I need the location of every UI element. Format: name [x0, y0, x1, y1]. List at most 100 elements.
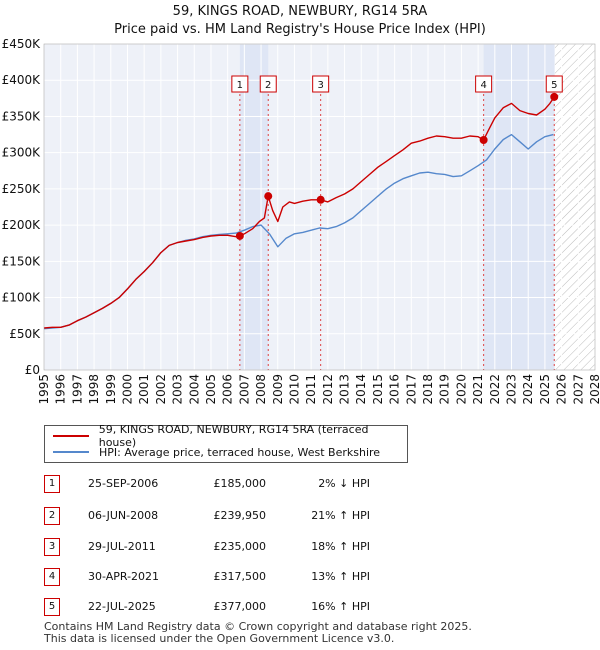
x-tick-label: 2001: [137, 374, 151, 405]
x-tick-label: 2002: [154, 374, 168, 405]
footer-licence: This data is licensed under the Open Gov…: [44, 632, 395, 645]
sale-label-box: [475, 75, 493, 93]
forecast-hatch: [554, 44, 595, 370]
y-tick-label: £150K: [2, 254, 42, 268]
sale-point: [316, 195, 325, 204]
sale-date: 25-SEP-2006: [88, 477, 159, 490]
x-tick-label: 2014: [354, 374, 368, 405]
x-tick-label: 2009: [271, 374, 285, 405]
x-tick-label: 2017: [404, 374, 418, 405]
sale-price: £377,000: [213, 600, 267, 613]
sale-point: [235, 231, 244, 240]
y-tick-label: £100K: [2, 291, 42, 305]
sale-label-box: [545, 75, 563, 93]
x-tick-label: 2022: [488, 374, 502, 405]
x-tick-label: 2003: [171, 374, 185, 405]
x-tick-label: 2012: [321, 374, 335, 405]
legend-label-property: 59, KINGS ROAD, NEWBURY, RG14 5RA (terra…: [98, 423, 369, 449]
x-tick-label: 1995: [37, 374, 51, 405]
sale-point: [264, 192, 273, 201]
sale-date: 29-JUL-2011: [88, 540, 156, 553]
sale-label-number: 1: [237, 80, 243, 91]
legend-item-hpi: HPI: Average price, terraced house, West…: [53, 444, 380, 460]
price-chart: 1 2 3 4 5 £0 £50K £100K £150K £200K £250K £300K £35…: [2, 37, 600, 405]
sale-hpi-diff: 13% ↑ HPI: [311, 570, 370, 583]
x-tick-label: 2026: [555, 374, 569, 405]
sale-number-badge: 3: [44, 538, 60, 556]
x-tick-label: 2004: [187, 374, 201, 405]
sale-label-number: 5: [551, 80, 557, 91]
sale-hpi-diff: 18% ↑ HPI: [311, 540, 370, 553]
x-tick-label: 2018: [421, 374, 435, 405]
sale-label-box: [231, 75, 249, 93]
legend-label-hpi: HPI: Average price, terraced house, West…: [99, 445, 381, 459]
y-tick-label: £300K: [2, 146, 42, 160]
sale-hpi-diff: 16% ↑ HPI: [311, 600, 370, 613]
x-tick-label: 2000: [120, 374, 134, 405]
sale-price: £317,500: [213, 570, 267, 583]
x-tick-label: 2020: [454, 374, 468, 405]
x-tick-label: 2005: [204, 374, 218, 405]
x-tick-label: 2023: [505, 374, 519, 405]
x-tick-label: 2021: [471, 374, 485, 405]
chart-title: 59, KINGS ROAD, NEWBURY, RG14 5RA: [172, 4, 428, 19]
y-tick-label: £50K: [9, 327, 41, 341]
sale-number-badge: 1: [44, 475, 60, 493]
x-tick-label: 2028: [588, 374, 600, 405]
x-tick-label: 2016: [388, 374, 402, 405]
sale-number-badge: 4: [44, 568, 60, 586]
table-row: 3 29-JUL-2011 £235,000 18% ↑ HPI: [44, 538, 444, 556]
sale-hpi-diff: 21% ↑ HPI: [311, 509, 370, 522]
sale-label-number: 4: [480, 80, 486, 91]
sale-date: 06-JUN-2008: [88, 509, 159, 522]
sale-date: 30-APR-2021: [88, 570, 160, 583]
plot-frame: [43, 43, 596, 371]
property-price-line: [43, 96, 555, 329]
highlight-band: [483, 44, 555, 370]
legend-swatch-hpi: [53, 451, 89, 453]
x-tick-label: 2010: [287, 374, 301, 405]
sale-label-number: 2: [265, 80, 271, 91]
y-tick-label: £0: [25, 363, 40, 377]
sale-date: 22-JUL-2025: [88, 600, 156, 613]
x-tick-label: 2007: [237, 374, 251, 405]
x-tick-label: 2024: [521, 374, 535, 405]
x-tick-label: 2006: [221, 374, 235, 405]
footer-copyright: Contains HM Land Registry data © Crown c…: [44, 620, 472, 633]
y-tick-label: £200K: [2, 218, 42, 232]
x-tick-label: 2011: [304, 374, 318, 405]
legend-swatch-property: [53, 435, 89, 437]
y-tick-label: £350K: [2, 109, 42, 123]
x-tick-label: 2019: [438, 374, 452, 405]
sale-price: £235,000: [213, 540, 267, 553]
x-tick-label: 1999: [104, 374, 118, 405]
x-tick-label: 2008: [254, 374, 268, 405]
sale-price: £185,000: [213, 477, 267, 490]
x-tick-label: 1997: [70, 374, 84, 405]
sale-label-number: 3: [317, 80, 323, 91]
table-row: 2 06-JUN-2008 £239,950 21% ↑ HPI: [44, 507, 444, 525]
table-row: 4 30-APR-2021 £317,500 13% ↑ HPI: [44, 568, 444, 586]
sale-hpi-diff: 2% ↓ HPI: [318, 477, 370, 490]
x-tick-label: 1996: [54, 374, 68, 405]
table-row: 1 25-SEP-2006 £185,000 2% ↓ HPI: [44, 475, 444, 493]
x-tick-label: 2025: [538, 374, 552, 405]
y-tick-label: £400K: [2, 73, 42, 87]
sale-point: [479, 135, 488, 144]
y-tick-label: £450K: [2, 37, 42, 51]
sale-point: [550, 92, 559, 101]
legend-item-property: 59, KINGS ROAD, NEWBURY, RG14 5RA (terra…: [53, 423, 407, 449]
sale-number-badge: 2: [44, 507, 60, 525]
sale-price: £239,950: [213, 509, 267, 522]
y-tick-label: £250K: [2, 182, 42, 196]
x-tick-label: 2015: [371, 374, 385, 405]
sale-number-badge: 5: [44, 598, 60, 616]
sale-label-box: [259, 75, 277, 93]
x-tick-label: 2013: [338, 374, 352, 405]
chart-subtitle: Price paid vs. HM Land Registry's House …: [114, 22, 486, 37]
table-row: 5 22-JUL-2025 £377,000 16% ↑ HPI: [44, 598, 444, 616]
x-tick-label: 2027: [571, 374, 585, 405]
chart-legend: 59, KINGS ROAD, NEWBURY, RG14 5RA (terra…: [44, 423, 408, 463]
sale-label-box: [312, 75, 330, 93]
x-tick-label: 1998: [87, 374, 101, 405]
